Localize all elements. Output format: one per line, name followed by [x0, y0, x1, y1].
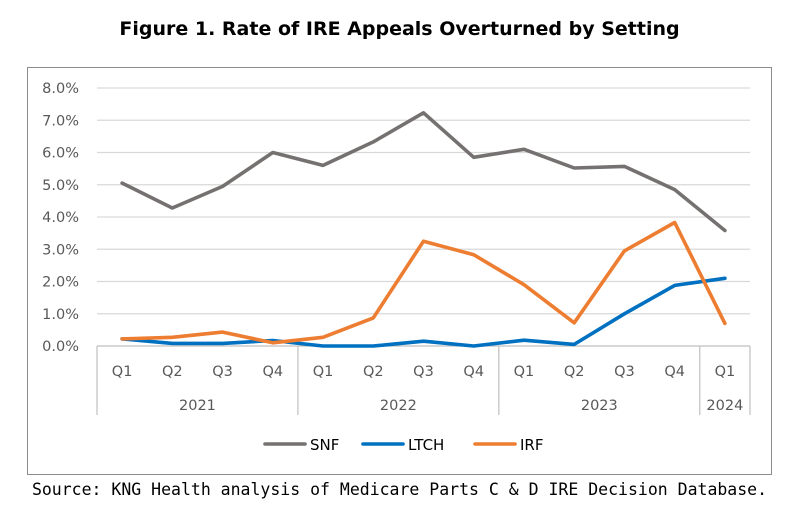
- y-tick-label: 1.0%: [42, 307, 79, 323]
- legend-label-ltch: LTCH: [408, 436, 444, 454]
- x-tick-label: Q2: [162, 364, 183, 380]
- y-tick-label: 0.0%: [42, 339, 79, 355]
- source-note: Source: KNG Health analysis of Medicare …: [31, 480, 768, 499]
- x-tick-label: Q1: [715, 364, 736, 380]
- x-tick-label: Q3: [413, 364, 434, 380]
- x-tick-label: Q1: [313, 364, 334, 380]
- x-tick-label: Q2: [564, 364, 585, 380]
- x-group-label: 2023: [581, 398, 618, 414]
- y-tick-label: 4.0%: [42, 210, 79, 226]
- x-tick-label: Q1: [112, 364, 133, 380]
- chart-title: Figure 1. Rate of IRE Appeals Overturned…: [119, 18, 680, 40]
- y-tick-label: 6.0%: [42, 146, 79, 162]
- x-axis: Q1 Q2 Q3 Q4 Q1 Q2 Q3 Q4 Q1 Q2 Q3 Q4 Q1 2021 2022 2023 20…: [96, 346, 751, 415]
- x-tick-label: Q4: [664, 364, 685, 380]
- y-tick-label: 5.0%: [42, 178, 79, 194]
- series-line-snf: [120, 111, 727, 233]
- x-tick-label: Q3: [614, 364, 635, 380]
- y-tick-label: 3.0%: [42, 242, 79, 258]
- series-line-irf: [120, 220, 727, 345]
- series-lines: [120, 111, 727, 348]
- x-tick-label: Q2: [363, 364, 384, 380]
- x-tick-label: Q3: [212, 364, 233, 380]
- gridlines: [97, 87, 750, 347]
- x-group-label: 2021: [179, 398, 216, 414]
- chart-frame: [27, 67, 772, 475]
- y-tick-label: 8.0%: [42, 81, 79, 97]
- x-tick-label: Q1: [514, 364, 535, 380]
- x-tick-label: Q4: [262, 364, 283, 380]
- series-line-ltch: [120, 276, 727, 348]
- legend-label-irf: IRF: [520, 436, 543, 454]
- y-tick-label: 7.0%: [42, 113, 79, 129]
- x-group-label: 2022: [380, 398, 417, 414]
- x-tick-label: Q4: [463, 364, 484, 380]
- legend-label-snf: SNF: [310, 436, 339, 454]
- y-tick-label: 2.0%: [42, 275, 79, 291]
- y-axis-ticks: 0.0% 1.0% 2.0% 3.0% 4.0% 5.0% 6.0% 7.0% 8.0%: [42, 81, 79, 355]
- x-group-label: 2024: [706, 398, 743, 414]
- legend: SNF LTCH IRF: [263, 436, 543, 454]
